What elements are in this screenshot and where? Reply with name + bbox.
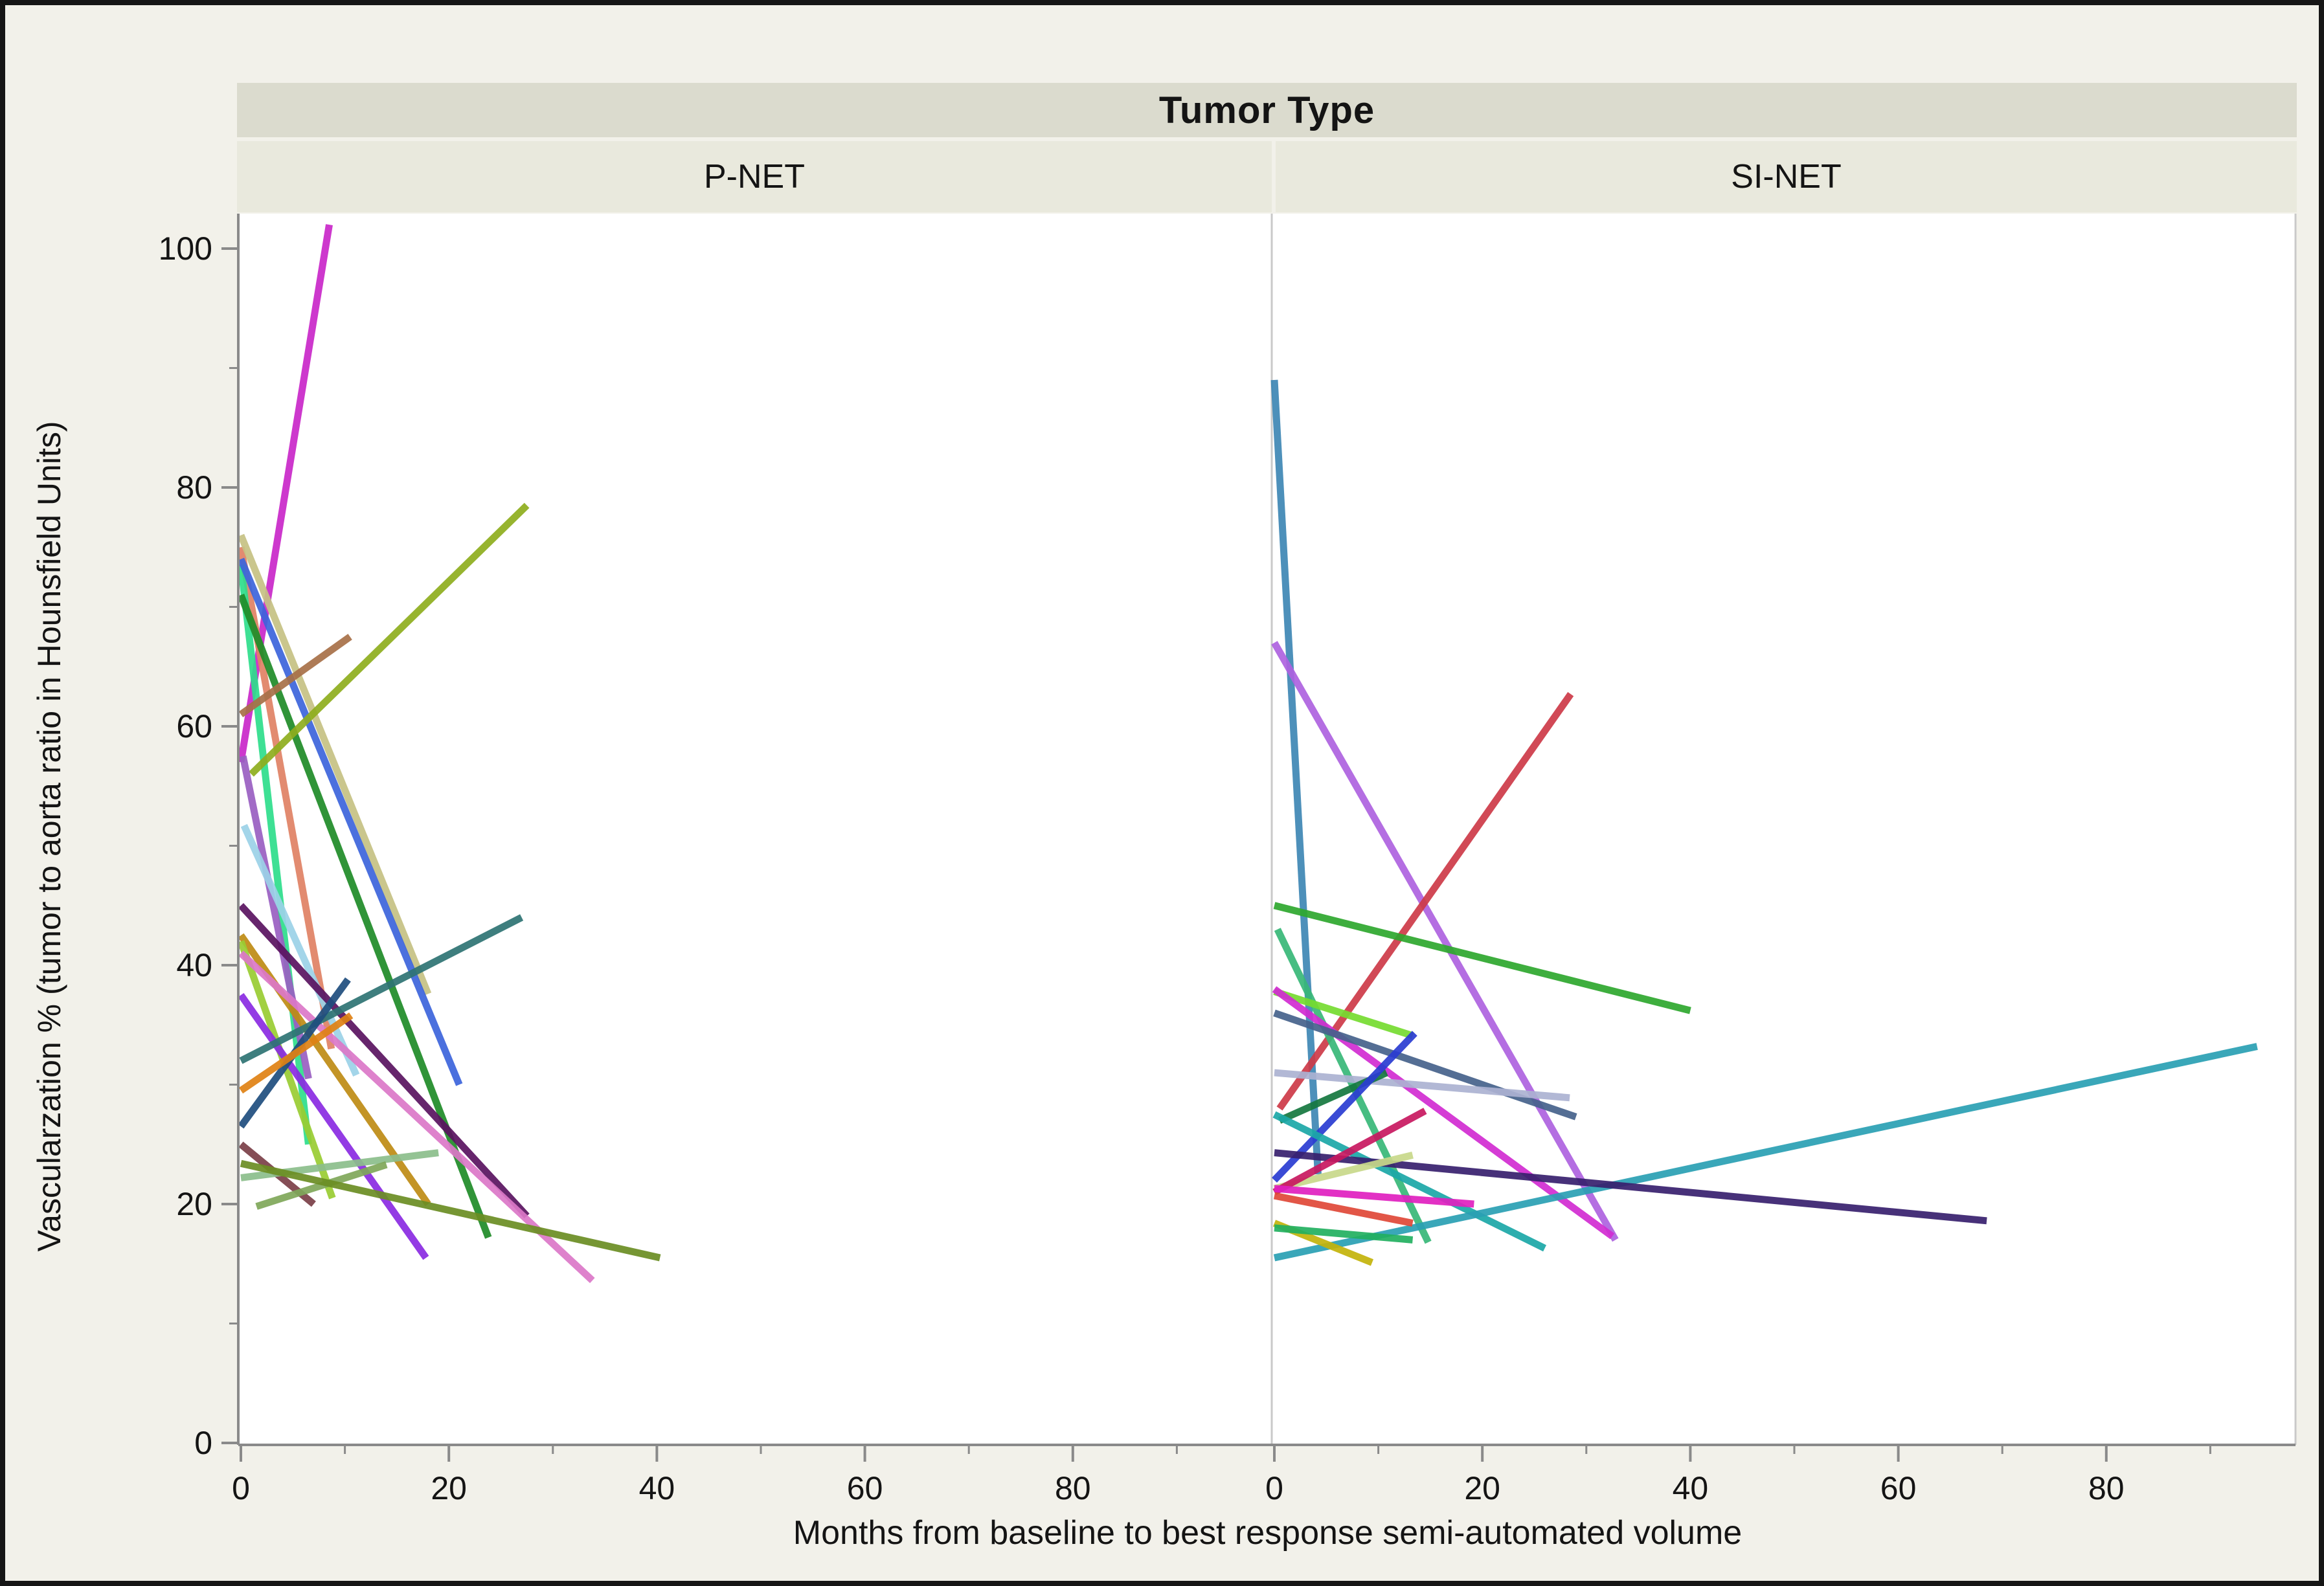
patient-line-p-net	[238, 903, 530, 1219]
patient-line-si-net	[1274, 1149, 1987, 1225]
patient-line-p-net	[238, 1012, 354, 1094]
patient-line-p-net	[237, 557, 463, 1086]
panel-label-pnet: P-NET	[704, 158, 805, 195]
x-tick-label: 0	[1265, 1470, 1283, 1506]
y-tick-label: 60	[176, 708, 212, 744]
patient-line-si-net	[1272, 1111, 1546, 1252]
x-tick-label: 40	[639, 1470, 675, 1506]
patient-line-si-net	[1273, 988, 1414, 1040]
patient-line-p-net	[238, 992, 429, 1260]
patient-line-p-net	[239, 914, 524, 1064]
y-tick-label: 40	[176, 947, 212, 983]
facet-title: Tumor Type	[1158, 89, 1375, 131]
plot-area	[238, 214, 2296, 1445]
patient-line-p-net	[240, 823, 360, 1077]
x-tick-label: 20	[431, 1470, 467, 1506]
patient-line-si-net	[1271, 641, 1619, 1242]
patient-line-si-net	[1272, 1108, 1427, 1196]
y-tick-label: 80	[176, 469, 212, 506]
panel-header-pnet: P-NET	[237, 141, 1272, 212]
patient-line-p-net	[240, 1159, 661, 1262]
facet-title-band: Tumor Type	[237, 83, 2297, 137]
panel-label-sinet: SI-NET	[1731, 158, 1842, 195]
patient-line-si-net	[1273, 1192, 1414, 1227]
patient-line-si-net	[1273, 902, 1691, 1014]
y-tick-label: 100	[159, 230, 212, 267]
x-tick-label: 40	[1673, 1470, 1709, 1506]
patient-line-si-net	[1274, 1185, 1474, 1208]
panel-header-sinet: SI-NET	[1276, 141, 2297, 212]
y-tick-label: 20	[176, 1186, 212, 1222]
patient-line-si-net	[1274, 1069, 1570, 1102]
patient-line-si-net	[1273, 1043, 2258, 1262]
x-tick-label: 60	[1880, 1470, 1917, 1506]
x-tick-label: 80	[1055, 1470, 1091, 1506]
patient-line-si-net	[1274, 1224, 1414, 1244]
patient-line-si-net	[1270, 379, 1322, 1175]
patient-line-p-net	[238, 634, 352, 718]
y-axis-title: Vascularzation % (tumor to aorta ratio i…	[31, 421, 67, 1252]
patient-line-si-net	[1273, 1009, 1577, 1121]
patient-line-p-net	[239, 755, 312, 1080]
patient-line-p-net	[237, 533, 432, 996]
x-tick-label: 80	[2088, 1470, 2125, 1506]
patient-line-p-net	[249, 502, 530, 777]
plot-svg: 0 20 40 60 80 100 0 20 40 60 80 0 20 40 60 80	[159, 214, 2297, 1506]
x-tick-label: 0	[232, 1470, 250, 1506]
patient-line-p-net	[255, 1161, 388, 1210]
x-axis-title: Months from baseline to best response se…	[793, 1514, 1743, 1552]
x-tick-label: 20	[1464, 1470, 1500, 1506]
y-tick-label: 0	[194, 1425, 212, 1461]
x-tick-label: 60	[847, 1470, 883, 1506]
